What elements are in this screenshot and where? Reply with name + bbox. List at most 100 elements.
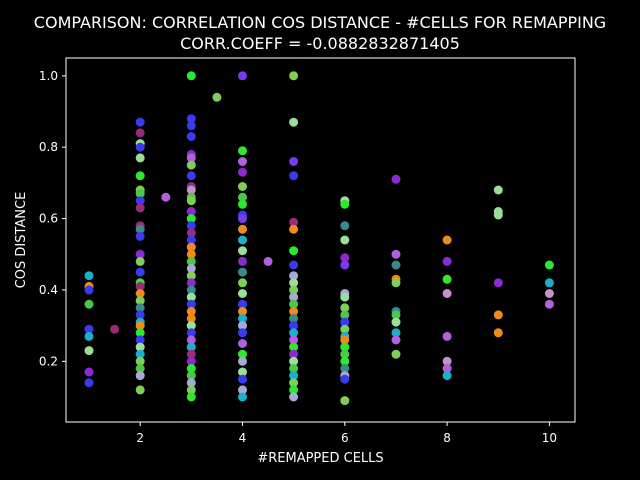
data-point-126 (289, 314, 299, 323)
data-point-107 (238, 367, 247, 377)
data-point-161 (391, 260, 401, 270)
chart-title-line-2: CORR.COEFF = -0.0882832871405 (180, 34, 460, 53)
data-point-50 (186, 171, 196, 181)
data-point-125 (289, 306, 299, 316)
data-point-100 (238, 306, 247, 316)
data-point-139 (340, 199, 350, 209)
chart-title-line-1: COMPARISON: CORRELATION COS DISTANCE - #… (34, 13, 606, 32)
data-point-115 (289, 171, 299, 181)
x-tick-label-3: 8 (443, 431, 451, 445)
data-point-35 (135, 335, 145, 345)
data-point-130 (289, 342, 299, 352)
data-point-117 (289, 224, 299, 234)
data-point-185 (544, 278, 554, 288)
data-point-106 (238, 356, 247, 366)
data-point-109 (238, 385, 247, 395)
data-point-153 (340, 349, 350, 359)
data-point-67 (186, 292, 196, 302)
data-point-42 (161, 192, 171, 202)
data-point-149 (340, 324, 350, 334)
y-tick-label-3: 0.8 (39, 140, 58, 154)
data-point-44 (186, 114, 196, 124)
data-point-10 (135, 117, 145, 127)
x-tick-label-0: 2 (136, 431, 144, 445)
data-point-176 (442, 364, 452, 373)
data-point-127 (289, 321, 299, 331)
data-point-78 (186, 371, 196, 381)
data-point-182 (493, 310, 503, 320)
data-point-169 (391, 349, 401, 359)
data-point-80 (186, 385, 196, 395)
data-point-55 (186, 207, 196, 216)
data-point-103 (238, 328, 247, 338)
data-point-136 (289, 385, 299, 395)
x-tick-label-4: 10 (542, 431, 557, 445)
data-point-173 (442, 289, 452, 298)
data-point-128 (289, 328, 299, 338)
data-point-181 (493, 278, 503, 288)
data-point-18 (135, 196, 145, 206)
data-points (84, 71, 554, 406)
data-point-159 (391, 174, 401, 184)
data-point-6 (84, 346, 94, 356)
axis-ticks: 2 4 6 8 10 0.2 0.4 0.6 0.8 1.0 (39, 69, 557, 445)
data-point-133 (289, 364, 299, 373)
data-point-94 (238, 246, 247, 256)
data-point-163 (391, 278, 401, 288)
data-point-5 (84, 331, 94, 341)
y-tick-label-0: 0.2 (39, 354, 58, 368)
data-point-119 (289, 260, 299, 270)
data-point-27 (135, 281, 145, 291)
data-point-97 (238, 278, 247, 288)
x-tick-label-1: 4 (239, 431, 247, 445)
data-point-146 (340, 303, 350, 313)
data-point-135 (289, 378, 299, 388)
data-point-29 (135, 296, 145, 306)
x-tick-label-2: 6 (341, 431, 349, 445)
data-point-98 (238, 289, 247, 298)
data-point-49 (186, 160, 196, 170)
data-point-111 (263, 256, 273, 266)
data-point-87 (238, 182, 247, 191)
data-point-25 (135, 267, 145, 277)
data-point-120 (289, 271, 299, 281)
data-point-155 (340, 364, 350, 373)
data-point-79 (186, 378, 196, 388)
data-point-88 (238, 192, 247, 202)
y-tick-label-2: 0.6 (39, 212, 58, 226)
data-point-2 (84, 285, 94, 295)
data-point-93 (238, 235, 247, 245)
data-point-84 (238, 146, 247, 156)
data-point-114 (289, 157, 299, 166)
plot-frame (65, 57, 576, 423)
data-point-187 (544, 299, 554, 309)
data-point-112 (289, 71, 299, 81)
y-tick-label-4: 1.0 (39, 69, 58, 83)
data-point-57 (186, 221, 196, 231)
data-point-52 (186, 185, 196, 195)
data-point-31 (135, 310, 145, 320)
data-point-0 (84, 271, 94, 281)
data-point-184 (544, 260, 554, 270)
data-point-34 (135, 328, 145, 338)
data-point-48 (186, 153, 196, 163)
data-point-13 (135, 142, 145, 152)
data-point-56 (186, 214, 196, 224)
data-point-183 (493, 328, 503, 338)
data-point-174 (442, 331, 452, 341)
data-point-102 (238, 321, 247, 331)
data-point-41 (135, 385, 145, 395)
data-point-99 (238, 299, 247, 309)
data-point-19 (135, 203, 145, 213)
data-point-71 (186, 321, 196, 331)
data-point-104 (238, 339, 247, 348)
data-point-134 (289, 371, 299, 381)
data-point-81 (186, 392, 196, 402)
data-point-43 (186, 71, 196, 81)
data-point-15 (135, 171, 145, 181)
data-point-171 (442, 256, 452, 266)
data-point-14 (135, 153, 145, 163)
data-point-158 (340, 396, 350, 406)
y-axis-label: COS DISTANCE (14, 192, 29, 289)
